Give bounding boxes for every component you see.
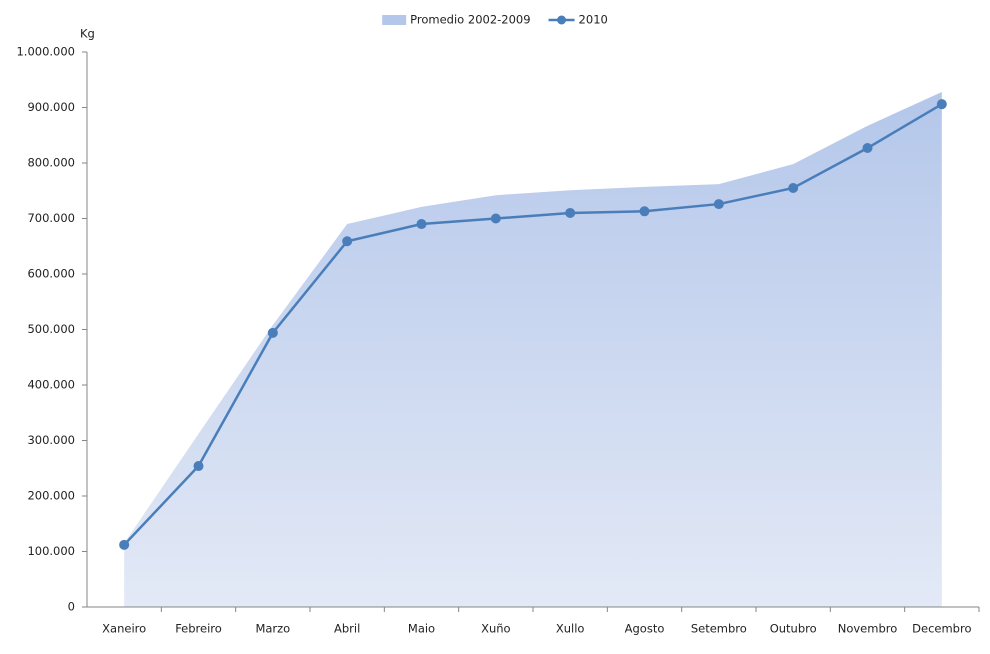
point [788,182,799,193]
point [936,99,947,110]
point [713,199,724,210]
point [639,206,650,217]
x-tick-label: Abril [334,622,360,636]
point [193,461,204,472]
y-tick-label: 1.000.000 [16,45,75,59]
y-tick-label: 300.000 [27,433,75,447]
legend: Promedio 2002-2009 2010 [382,13,608,27]
area [124,91,942,607]
x-tick-label: Febreiro [175,622,222,636]
y-tick-label: 400.000 [27,378,75,392]
x-tick-label: Decembro [912,622,971,636]
y-tick-label: 200.000 [27,489,75,503]
legend-label: Promedio 2002-2009 [410,13,530,27]
x-tick-label: Xuño [481,622,511,636]
x-tick-label: Setembro [691,622,747,636]
point [342,236,353,247]
y-tick-label: 100.000 [27,544,75,558]
x-tick-label: Xullo [556,622,585,636]
y-tick-label: 700.000 [27,211,75,225]
x-tick-label: Agosto [625,622,665,636]
point [119,539,130,550]
point [565,207,576,218]
y-tick-label: 0 [68,600,75,614]
line [123,103,943,546]
point [416,219,427,230]
x-tick-label: Novembro [838,622,898,636]
x-tick-label: Outubro [770,622,817,636]
legend-label: 2010 [579,13,608,27]
y-tick-label: 600.000 [27,267,75,281]
legend-swatch [382,15,407,25]
y-tick-label: 900.000 [27,100,75,114]
x-tick-label: Xaneiro [102,622,146,636]
x-tick-label: Maio [408,622,435,636]
point [862,143,873,154]
point [267,327,278,338]
y-tick-label: 500.000 [27,322,75,336]
legend-marker [557,15,567,25]
y-tick-label: 800.000 [27,156,75,170]
x-tick-label: Marzo [255,622,290,636]
point [490,213,501,224]
y-axis-label: Kg [80,27,95,41]
